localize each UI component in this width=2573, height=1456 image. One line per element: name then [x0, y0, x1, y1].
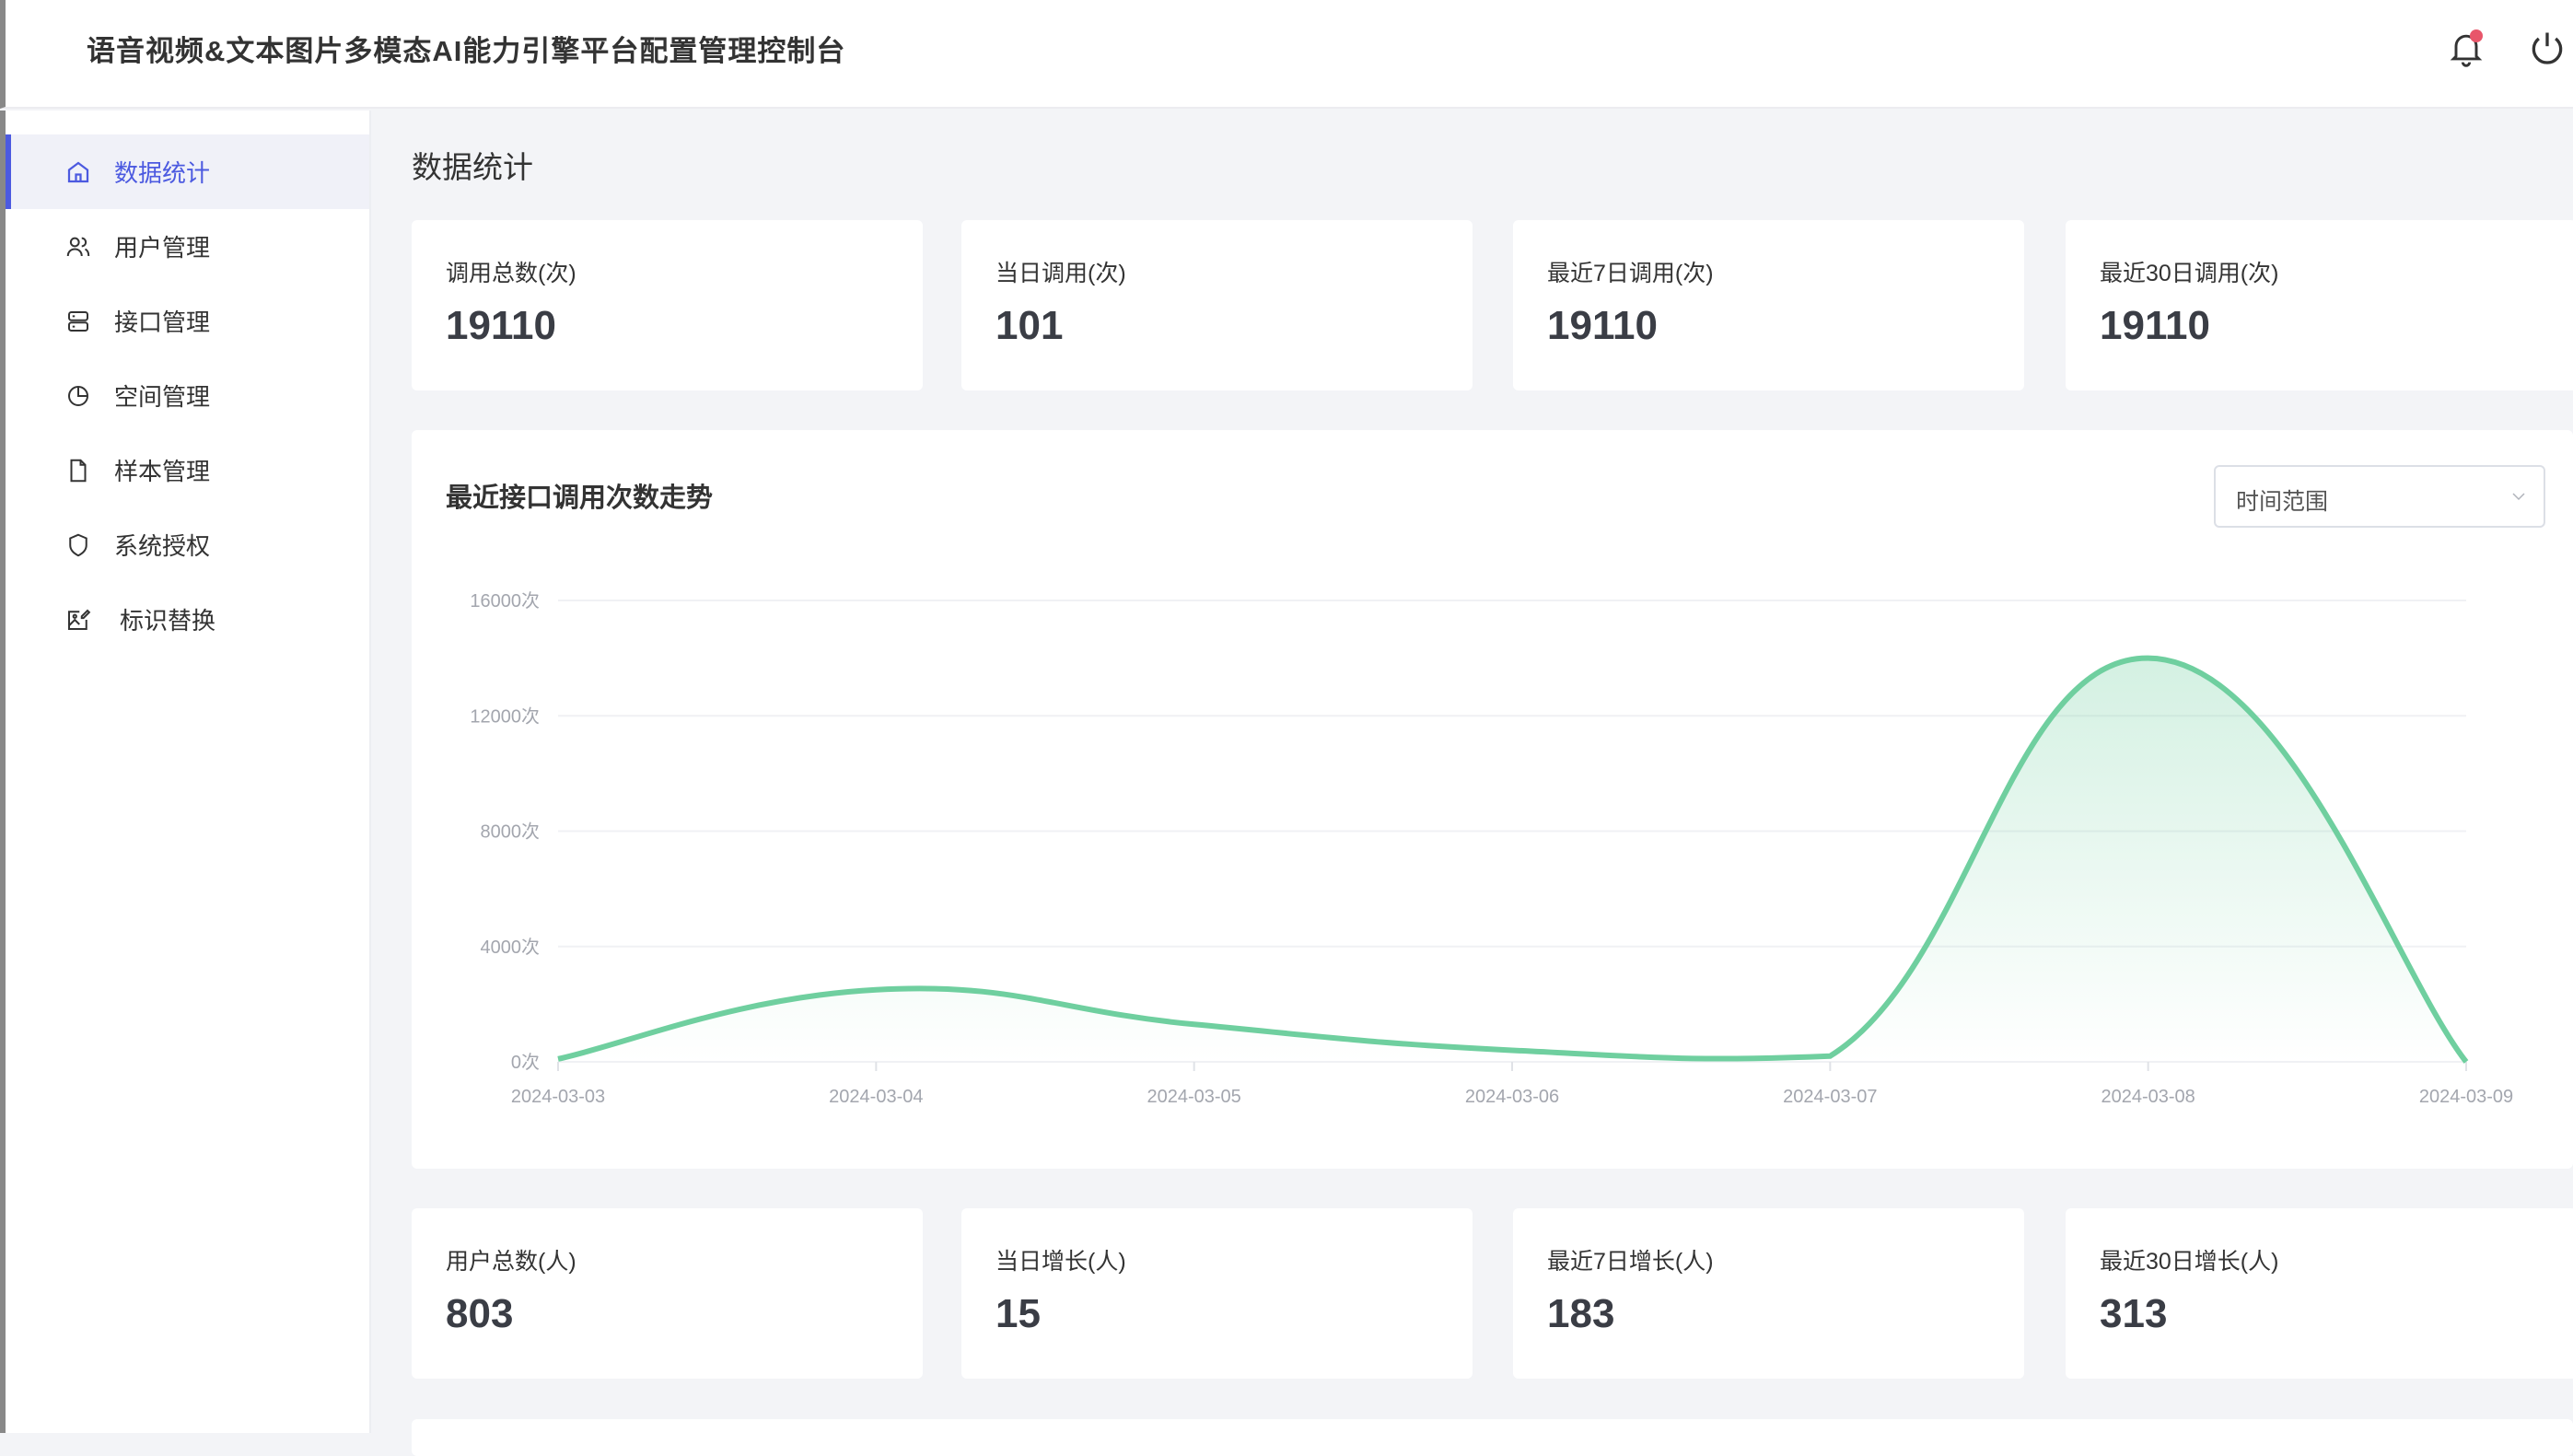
sidebar-item-label: 系统授权	[114, 532, 211, 560]
sidebar-item-users[interactable]: 用户管理	[6, 209, 369, 284]
top-header: 语音视频&文本图片多模态AI能力引擎平台配置管理控制台	[0, 0, 2573, 109]
y-tick-label: 0次	[511, 1052, 540, 1073]
stat-card-today-calls: 当日调用(次) 101	[961, 220, 1473, 390]
stat-value: 15	[995, 1291, 1041, 1336]
app-title: 语音视频&文本图片多模态AI能力引擎平台配置管理控制台	[87, 35, 846, 67]
stat-label: 用户总数(人)	[446, 1249, 576, 1275]
sidebar: 数据统计 用户管理 接口管理 空间管理 样本管理 系统授权 标识替换	[0, 111, 371, 1433]
stat-value: 19110	[1547, 303, 1658, 348]
stat-label: 最近7日调用(次)	[1547, 261, 1714, 286]
stat-card-total-calls: 调用总数(次) 19110	[412, 220, 923, 390]
shield-icon	[69, 533, 87, 556]
stat-value: 183	[1547, 1291, 1615, 1336]
notification-dot	[2470, 29, 2483, 42]
sidebar-item-label: 标识替换	[120, 607, 216, 635]
sidebar-item-label: 接口管理	[114, 309, 211, 336]
server-icon	[68, 310, 88, 332]
bottom-panel	[412, 1419, 2573, 1456]
sidebar-item-data-stats[interactable]: 数据统计	[6, 134, 369, 209]
x-tick-label: 2024-03-08	[2101, 1087, 2195, 1107]
stat-card-30day-users: 最近30日增长(人) 313	[2066, 1208, 2573, 1379]
users-icon	[66, 237, 90, 256]
y-tick-label: 8000次	[481, 821, 541, 843]
trend-chart: 0次 4000次 8000次 12000次 16000次 2024-03-03 2024-0…	[470, 590, 2513, 1107]
x-tick-label: 2024-03-07	[1783, 1087, 1877, 1107]
sidebar-item-space[interactable]: 空间管理	[6, 358, 369, 433]
sidebar-item-label: 用户管理	[114, 234, 211, 262]
stat-label: 最近7日增长(人)	[1547, 1249, 1714, 1275]
chevron-down-icon	[2512, 493, 2525, 501]
stat-value: 803	[446, 1291, 514, 1336]
stat-label: 最近30日增长(人)	[2100, 1249, 2279, 1275]
select-placeholder: 时间范围	[2236, 489, 2329, 515]
pie-chart-icon	[68, 385, 88, 406]
sidebar-item-license[interactable]: 系统授权	[6, 507, 369, 582]
sidebar-item-label: 样本管理	[114, 458, 211, 485]
power-icon[interactable]	[2527, 28, 2567, 68]
trend-panel: 0次 4000次 8000次 12000次 16000次 2024-03-03 2024-0…	[412, 430, 2573, 1169]
image-edit-icon	[68, 609, 91, 630]
x-tick-label: 2024-03-03	[511, 1087, 605, 1107]
y-tick-label: 16000次	[470, 590, 540, 612]
series-area	[558, 658, 2466, 1062]
x-tick-label: 2024-03-04	[829, 1087, 923, 1107]
time-range-select[interactable]: 时间范围	[2214, 465, 2545, 528]
x-tick-label: 2024-03-09	[2419, 1087, 2513, 1107]
stat-card-7day-calls: 最近7日调用(次) 19110	[1513, 220, 2024, 390]
stat-label: 当日调用(次)	[995, 261, 1126, 286]
stat-value: 101	[995, 303, 1064, 348]
stat-value: 19110	[2100, 303, 2210, 348]
sidebar-item-api[interactable]: 接口管理	[6, 284, 369, 358]
stat-card-30day-calls: 最近30日调用(次) 19110	[2066, 220, 2573, 390]
stat-label: 最近30日调用(次)	[2100, 261, 2279, 286]
home-icon	[67, 161, 89, 182]
x-tick-label: 2024-03-06	[1465, 1087, 1559, 1107]
sidebar-item-samples[interactable]: 样本管理	[6, 433, 369, 507]
stat-label: 当日增长(人)	[995, 1249, 1126, 1275]
sidebar-item-logo-replace[interactable]: 标识替换	[6, 582, 369, 657]
trend-title: 最近接口调用次数走势	[446, 483, 714, 513]
stat-value: 313	[2100, 1291, 2168, 1336]
stat-value: 19110	[446, 303, 556, 348]
x-tick-label: 2024-03-05	[1147, 1087, 1241, 1107]
stat-card-total-users: 用户总数(人) 803	[412, 1208, 923, 1379]
file-icon	[70, 459, 87, 482]
y-tick-label: 4000次	[481, 937, 541, 958]
bell-icon[interactable]	[2446, 28, 2486, 68]
sidebar-item-label: 数据统计	[114, 159, 211, 187]
series-line	[557, 655, 2469, 1064]
stat-card-7day-users: 最近7日增长(人) 183	[1513, 1208, 2024, 1379]
sidebar-item-label: 空间管理	[114, 383, 211, 411]
stat-card-today-users: 当日增长(人) 15	[961, 1208, 1473, 1379]
page-title: 数据统计	[412, 150, 533, 184]
stat-label: 调用总数(次)	[446, 261, 576, 286]
y-tick-label: 12000次	[470, 705, 540, 727]
